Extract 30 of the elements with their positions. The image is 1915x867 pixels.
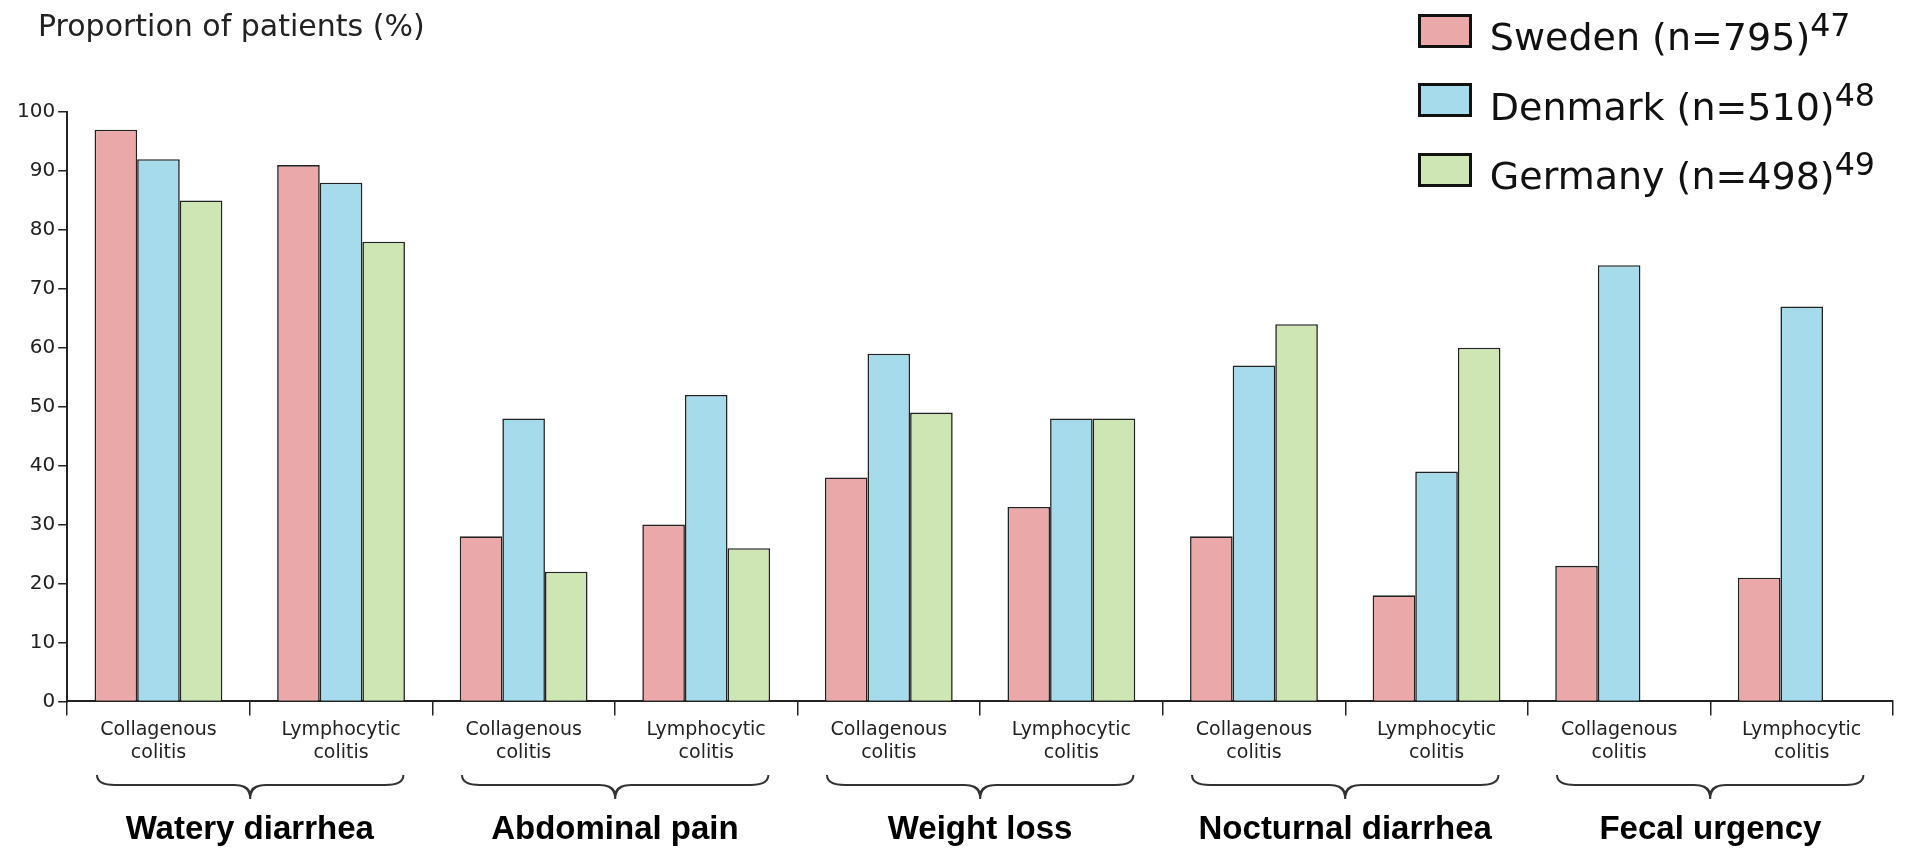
text: Watery diarrhea: [125, 809, 374, 847]
y-tick-label: 50: [29, 392, 56, 417]
y-tick-label: 90: [29, 157, 56, 182]
text: Weight loss: [887, 809, 1073, 847]
y-tick-label: 60: [29, 333, 56, 358]
x-tick-label: Lymphocytic colitis: [281, 716, 401, 762]
legend-label: Germany (n=498)$^{49}$: [1489, 145, 1875, 200]
y-axis-title: Proportion of patients (%): [38, 8, 425, 43]
legend-label: Denmark (n=510)$^{48}$: [1489, 75, 1875, 131]
text: Fecal urgency: [1599, 809, 1822, 847]
y-tick-label: 70: [29, 275, 56, 300]
y-tick-label: 20: [29, 569, 56, 594]
text: Abdominal pain: [491, 809, 739, 847]
x-tick-label: Collagenous colitis: [465, 716, 582, 762]
y-tick-label: 100: [16, 98, 56, 123]
x-tick-label: Collagenous colitis: [1560, 716, 1678, 762]
x-tick-label: Lymphocytic colitis: [1742, 716, 1862, 762]
x-tick-label: Lymphocytic colitis: [1376, 716, 1497, 762]
x-tick-label: Collagenous colitis: [100, 716, 217, 762]
x-tick-label: Collagenous colitis: [1195, 716, 1313, 762]
x-tick-label: Lymphocytic colitis: [1011, 716, 1131, 762]
y-tick-label: 0: [42, 687, 56, 712]
x-tick-label: Lymphocytic colitis: [646, 716, 766, 762]
legend-label: Sweden (n=795)$^{47}$: [1489, 6, 1851, 61]
y-tick-label: 30: [29, 510, 56, 535]
text: Nocturnal diarrhea: [1198, 809, 1492, 847]
y-tick-label: 80: [29, 216, 56, 241]
y-tick-label: 10: [29, 628, 56, 653]
y-tick-label: 40: [29, 451, 56, 476]
x-tick-label: Collagenous colitis: [830, 716, 948, 762]
